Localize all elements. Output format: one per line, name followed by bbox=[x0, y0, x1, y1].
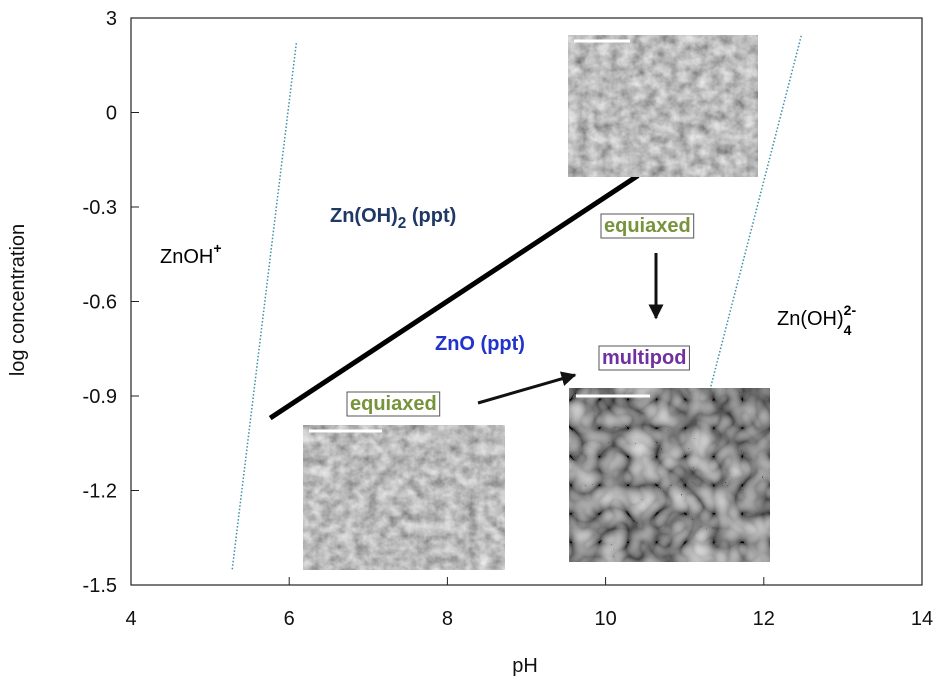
y-tick-label: -0.9 bbox=[83, 386, 117, 408]
x-tick-label: 12 bbox=[753, 608, 775, 630]
annotation-sub: 4 bbox=[844, 322, 852, 338]
annotation-box bbox=[346, 391, 441, 417]
y-tick-label: -0.6 bbox=[83, 292, 117, 314]
annotation-sub: 2 bbox=[398, 215, 407, 232]
annotation-text: Zn(OH) bbox=[777, 308, 844, 330]
y-tick-label: -0.3 bbox=[83, 197, 117, 219]
annotation: ZnOH+ bbox=[160, 240, 222, 268]
annotation: Zn(OH)2- 4 bbox=[777, 302, 856, 338]
x-tick-label: 6 bbox=[284, 608, 295, 630]
annotation-text: ZnO (ppt) bbox=[435, 333, 525, 355]
annotation-text: multipod bbox=[602, 347, 686, 369]
annotation-tail: (ppt) bbox=[406, 205, 456, 227]
annotation: ZnO (ppt) bbox=[435, 333, 525, 355]
y-tick-label: -1.5 bbox=[83, 575, 117, 597]
arrow bbox=[477, 371, 577, 405]
annotation: Zn(OH)2 (ppt) bbox=[330, 205, 456, 232]
plot-area: 4 6 8 10 12 14 3 0 -0.3 -0.6 -0.9 -1.2 -1.5 bbox=[83, 8, 934, 630]
y-axis-title: log concentration bbox=[7, 224, 29, 376]
series-line bbox=[268, 173, 640, 421]
plot-frame bbox=[130, 17, 923, 586]
annotation-sup: 2- bbox=[844, 302, 857, 318]
annotation-text: ZnOH bbox=[160, 246, 213, 268]
micrograph bbox=[568, 35, 758, 177]
micrograph bbox=[569, 388, 770, 562]
series-line bbox=[231, 43, 298, 570]
annotation: equiaxed bbox=[604, 215, 691, 237]
annotation-sup: + bbox=[213, 240, 221, 256]
x-tick-label: 10 bbox=[594, 608, 616, 630]
y-tick-label: 0 bbox=[106, 103, 117, 125]
x-tick-label: 4 bbox=[125, 608, 136, 630]
annotation-text: equiaxed bbox=[604, 215, 691, 237]
x-tick-label: 14 bbox=[911, 608, 933, 630]
annotation-box bbox=[598, 345, 690, 371]
annotation-box bbox=[600, 213, 695, 239]
y-tick-label: -1.2 bbox=[83, 481, 117, 503]
y-tick-label: 3 bbox=[106, 8, 117, 30]
annotation-text: equiaxed bbox=[350, 393, 437, 415]
x-tick-label: 8 bbox=[442, 608, 453, 630]
annotation: equiaxed bbox=[350, 393, 437, 415]
annotation-text: Zn(OH) bbox=[330, 205, 398, 227]
micrograph bbox=[303, 425, 505, 570]
x-axis-title: pH bbox=[512, 655, 538, 677]
annotation: multipod bbox=[602, 347, 686, 369]
